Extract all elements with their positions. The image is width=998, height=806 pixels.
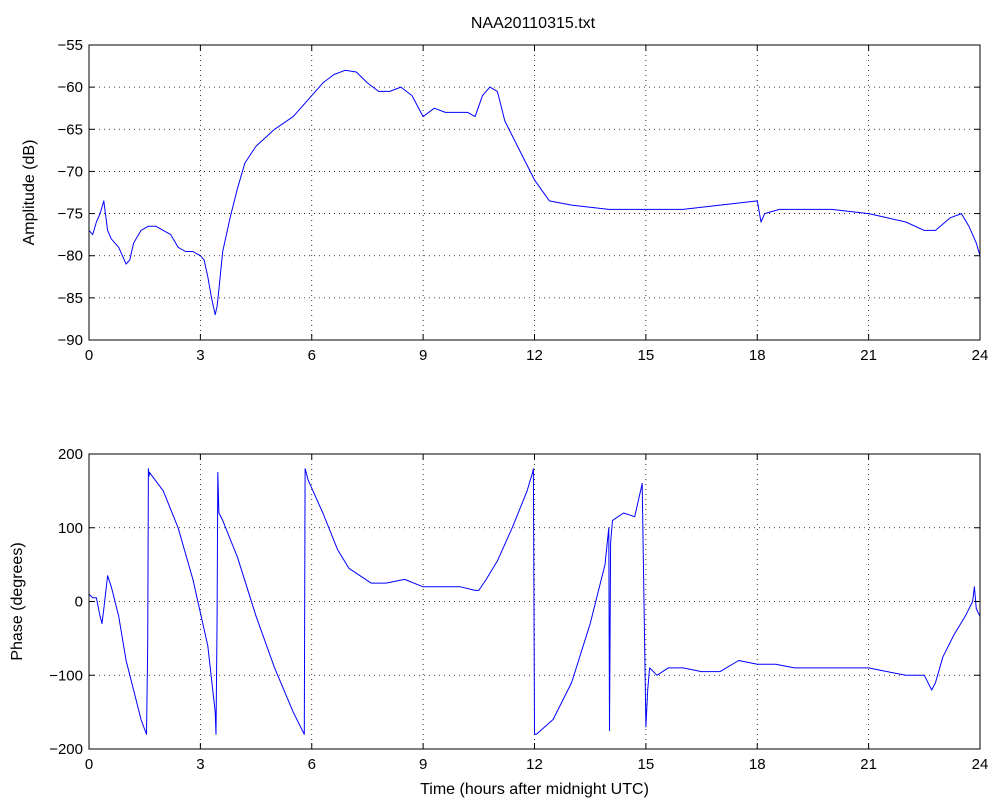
phase-panel: 0 3 6 9 12 15 18 21 24 −200 −100 0 100 200 Phase (degr…: [9, 446, 988, 798]
phase-y-tick-label: 0: [75, 594, 83, 611]
phase-y-tick-label: 200: [58, 446, 83, 463]
amplitude-y-tick-label: −80: [58, 248, 83, 265]
amplitude-y-tick-label: −85: [58, 290, 83, 307]
phase-y-axis-title: Phase (degrees): [9, 542, 26, 660]
figure-title: NAA20110315.txt: [471, 15, 596, 32]
amplitude-panel: 0 3 6 9 12 15 18 21 24 −90 −85 −80 −75 −70 −65 −60 −55 Am…: [21, 37, 988, 364]
phase-x-tick-label: 18: [749, 756, 766, 773]
amplitude-x-tick-label: 12: [526, 347, 543, 364]
phase-x-tick-label: 9: [419, 756, 427, 773]
phase-y-tick-label: −100: [49, 667, 83, 684]
phase-x-tick-label: 12: [526, 756, 543, 773]
amplitude-y-tick-label: −70: [58, 163, 83, 180]
phase-y-tick-label: 100: [58, 520, 83, 537]
amplitude-x-tick-label: 9: [419, 347, 427, 364]
amplitude-y-tick-label: −90: [58, 332, 83, 349]
amplitude-x-tick-label: 15: [638, 347, 655, 364]
amplitude-y-tick-label: −60: [58, 79, 83, 96]
phase-x-tick-label: 21: [860, 756, 877, 773]
amplitude-x-tick-label: 18: [749, 347, 766, 364]
amplitude-x-tick-label: 24: [972, 347, 989, 364]
phase-x-tick-label: 0: [85, 756, 93, 773]
amplitude-x-tick-label: 6: [308, 347, 316, 364]
amplitude-x-tick-label: 0: [85, 347, 93, 364]
amplitude-y-tick-label: −65: [58, 121, 83, 138]
phase-series-line: [88, 468, 981, 735]
amplitude-y-axis-title: Amplitude (dB): [21, 140, 38, 246]
amplitude-y-tick-label: −75: [58, 206, 83, 223]
phase-x-tick-label: 24: [972, 756, 989, 773]
phase-y-tick-label: −200: [49, 741, 83, 758]
amplitude-y-tick-label: −55: [58, 37, 83, 54]
amplitude-series-line: [88, 69, 981, 316]
phase-x-tick-label: 6: [308, 756, 316, 773]
phase-x-tick-label: 15: [638, 756, 655, 773]
phase-x-tick-label: 3: [196, 756, 204, 773]
amplitude-x-tick-label: 21: [860, 347, 877, 364]
amplitude-x-tick-label: 3: [196, 347, 204, 364]
phase-x-axis-title: Time (hours after midnight UTC): [420, 781, 649, 798]
